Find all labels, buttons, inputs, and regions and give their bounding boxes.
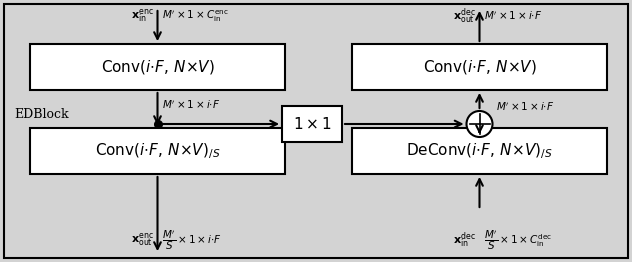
Bar bbox=[30, 44, 285, 90]
Bar bbox=[352, 44, 607, 90]
Text: $M^\prime \times 1 \times i{\cdot}F$: $M^\prime \times 1 \times i{\cdot}F$ bbox=[495, 101, 554, 113]
Text: $\dfrac{M^\prime}{S} \times 1 \times i{\cdot}F$: $\dfrac{M^\prime}{S} \times 1 \times i{\… bbox=[162, 228, 221, 252]
Text: $\mathbf{x}^\mathrm{dec}_\mathrm{out}$: $\mathbf{x}^\mathrm{dec}_\mathrm{out}$ bbox=[453, 6, 475, 26]
Text: $\dfrac{M^\prime}{S} \times 1 \times C^\mathrm{dec}_\mathrm{in}$: $\dfrac{M^\prime}{S} \times 1 \times C^\… bbox=[483, 228, 552, 252]
Text: EDBlock: EDBlock bbox=[14, 107, 69, 121]
Text: Conv$(i{\cdot}F,\, N{\times}V)_{/S}$: Conv$(i{\cdot}F,\, N{\times}V)_{/S}$ bbox=[95, 141, 220, 161]
Text: $1\times 1$: $1\times 1$ bbox=[293, 116, 331, 132]
Text: Conv$(i{\cdot}F,\, N{\times}V)$: Conv$(i{\cdot}F,\, N{\times}V)$ bbox=[100, 58, 214, 76]
Text: $\mathbf{x}^\mathrm{enc}_\mathrm{in}$: $\mathbf{x}^\mathrm{enc}_\mathrm{in}$ bbox=[131, 8, 154, 25]
Circle shape bbox=[466, 111, 492, 137]
Bar bbox=[352, 128, 607, 174]
Text: Conv$(i{\cdot}F,\, N{\times}V)$: Conv$(i{\cdot}F,\, N{\times}V)$ bbox=[423, 58, 537, 76]
Text: $M^\prime \times 1 \times i{\cdot}F$: $M^\prime \times 1 \times i{\cdot}F$ bbox=[483, 10, 542, 22]
Text: DeConv$(i{\cdot}F,\, N{\times}V)_{/S}$: DeConv$(i{\cdot}F,\, N{\times}V)_{/S}$ bbox=[406, 141, 553, 161]
Bar bbox=[282, 106, 342, 142]
Text: $M^\prime \times 1 \times i{\cdot}F$: $M^\prime \times 1 \times i{\cdot}F$ bbox=[162, 99, 220, 111]
Text: $\mathbf{x}^\mathrm{enc}_\mathrm{out}$: $\mathbf{x}^\mathrm{enc}_\mathrm{out}$ bbox=[131, 232, 154, 248]
Text: $M^\prime \times 1 \times C^\mathrm{enc}_\mathrm{in}$: $M^\prime \times 1 \times C^\mathrm{enc}… bbox=[162, 8, 228, 24]
Text: $\mathbf{x}^\mathrm{dec}_\mathrm{in}$: $\mathbf{x}^\mathrm{dec}_\mathrm{in}$ bbox=[453, 230, 475, 250]
Bar bbox=[30, 128, 285, 174]
